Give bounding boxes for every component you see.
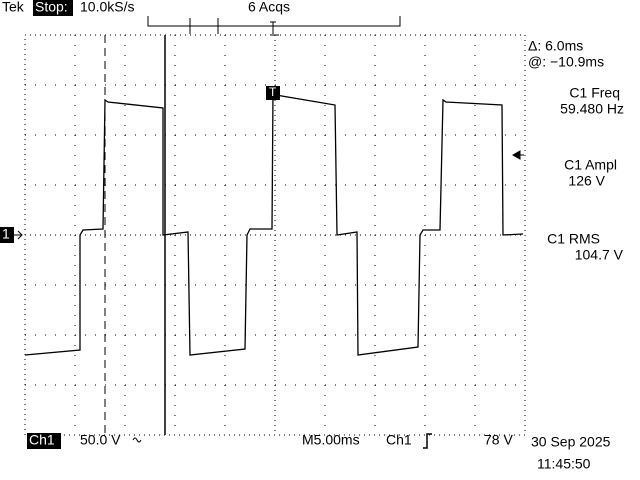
- sample-rate: 10.0kS/s: [80, 0, 134, 15]
- date: 30 Sep 2025: [531, 434, 611, 450]
- rms-label: C1 RMS: [547, 231, 600, 247]
- trigger-source: Ch1: [386, 432, 412, 448]
- ampl-label: C1 Ampl: [564, 157, 617, 173]
- trigger-level-arrow: [511, 150, 524, 160]
- freq-value: 59.480 Hz: [560, 101, 624, 117]
- status-box: [33, 0, 73, 16]
- trigger-slope: [423, 433, 432, 449]
- waveform: [24, 90, 524, 356]
- trigger-marker-box: [266, 86, 280, 100]
- scale: 50.0 V: [80, 432, 121, 448]
- acquisitions: 6 Acqs: [248, 0, 290, 15]
- timebase: M5.00ms: [302, 432, 360, 448]
- channel-marker-box: [0, 227, 14, 243]
- freq-label: C1 Freq: [569, 85, 620, 101]
- channel-box: [27, 433, 61, 449]
- time: 11:45:50: [537, 456, 591, 472]
- record-bracket: [147, 16, 401, 34]
- graticule: [24, 34, 526, 436]
- rms-value: 104.7 V: [575, 247, 624, 263]
- brand: Tek: [2, 0, 25, 15]
- trigger-level: 78 V: [484, 432, 513, 448]
- channel-marker-arrow: [11, 230, 23, 240]
- channel-marker: 1: [2, 226, 10, 242]
- cursor-at: @: −10.9ms: [528, 54, 604, 70]
- ampl-value: 126 V: [568, 173, 605, 189]
- cursor-delta: Δ: 6.0ms: [528, 38, 583, 54]
- status: Stop:: [35, 0, 68, 15]
- trigger-marker: T: [269, 85, 277, 99]
- bandwidth-symbol: [132, 437, 142, 443]
- channel: Ch1: [29, 432, 55, 448]
